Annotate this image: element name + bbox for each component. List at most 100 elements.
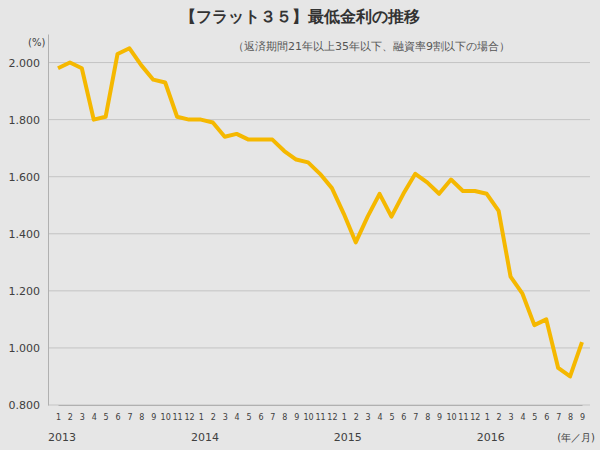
x-tick: 12 bbox=[184, 405, 194, 422]
x-tick-label: 2 bbox=[354, 413, 359, 422]
x-tick-label: 3 bbox=[80, 413, 85, 422]
x-tick-label: 10 bbox=[446, 413, 456, 422]
x-tick: 12 bbox=[470, 405, 480, 422]
x-tick-label: 3 bbox=[366, 413, 371, 422]
x-tick-label: 9 bbox=[580, 413, 585, 422]
y-tick-label: 1.200 bbox=[9, 285, 41, 298]
y-tick-label: 1.000 bbox=[9, 342, 41, 355]
x-tick-label: 10 bbox=[303, 413, 313, 422]
x-tick-label: 6 bbox=[544, 413, 549, 422]
x-tick-label: 12 bbox=[470, 413, 480, 422]
x-tick-label: 1 bbox=[485, 413, 490, 422]
grid-line bbox=[48, 405, 590, 406]
x-tick: 1 bbox=[199, 405, 204, 422]
x-tick: 5 bbox=[389, 405, 394, 422]
grid-line bbox=[48, 290, 590, 291]
x-tick-label: 11 bbox=[315, 413, 325, 422]
x-tick: 4 bbox=[520, 405, 525, 422]
x-tick: 2 bbox=[211, 405, 216, 422]
x-tick: 11 bbox=[315, 405, 325, 422]
y-axis: 0.800 1.000 1.200 1.400 1.600 1.800 2.000 bbox=[9, 35, 49, 413]
x-tick-label: 5 bbox=[532, 413, 537, 422]
x-tick: 3 bbox=[366, 405, 371, 422]
x-tick: 4 bbox=[92, 405, 97, 422]
y-tick: 1.000 bbox=[9, 342, 49, 355]
x-tick-label: 3 bbox=[508, 413, 513, 422]
x-tick-label: 7 bbox=[413, 413, 418, 422]
x-axis-title: (年／月) bbox=[557, 432, 595, 443]
x-tick: 3 bbox=[508, 405, 513, 422]
y-tick: 1.200 bbox=[9, 285, 49, 298]
x-tick: 6 bbox=[544, 405, 549, 422]
x-tick: 11 bbox=[172, 405, 182, 422]
x-tick-label: 7 bbox=[270, 413, 275, 422]
subtitle: （返済期間21年以上35年以下、融資率9割以下の場合） bbox=[233, 40, 510, 53]
x-tick-label: 8 bbox=[139, 413, 144, 422]
year-label: 2015 bbox=[334, 431, 362, 444]
x-tick-label: 9 bbox=[151, 413, 156, 422]
x-tick: 8 bbox=[425, 405, 430, 422]
x-tick-label: 12 bbox=[184, 413, 194, 422]
x-tick: 2 bbox=[354, 405, 359, 422]
x-tick-label: 4 bbox=[377, 413, 382, 422]
x-tick: 8 bbox=[282, 405, 287, 422]
x-tick: 3 bbox=[223, 405, 228, 422]
y-tick-label: 2.000 bbox=[9, 57, 41, 70]
y-tick: 1.400 bbox=[9, 228, 49, 241]
rate-line bbox=[58, 48, 582, 376]
grid-line bbox=[48, 62, 590, 63]
x-tick-label: 10 bbox=[161, 413, 171, 422]
x-tick-label: 9 bbox=[294, 413, 299, 422]
x-tick-label: 1 bbox=[342, 413, 347, 422]
x-tick: 4 bbox=[377, 405, 382, 422]
x-tick: 10 bbox=[303, 405, 313, 422]
y-tick: 1.600 bbox=[9, 171, 49, 184]
x-tick: 8 bbox=[139, 405, 144, 422]
x-tick: 2 bbox=[497, 405, 502, 422]
x-tick-label: 6 bbox=[401, 413, 406, 422]
x-tick-label: 9 bbox=[437, 413, 442, 422]
x-tick: 1 bbox=[485, 405, 490, 422]
x-tick-label: 2 bbox=[68, 413, 73, 422]
x-tick: 5 bbox=[104, 405, 109, 422]
x-tick: 6 bbox=[258, 405, 263, 422]
x-tick: 7 bbox=[127, 405, 132, 422]
background bbox=[0, 0, 600, 450]
plot-area bbox=[58, 48, 582, 376]
x-tick-label: 11 bbox=[458, 413, 468, 422]
x-tick: 7 bbox=[270, 405, 275, 422]
x-tick-label: 11 bbox=[172, 413, 182, 422]
x-tick: 9 bbox=[437, 405, 442, 422]
year-label: 2016 bbox=[477, 431, 505, 444]
x-tick: 10 bbox=[161, 405, 171, 422]
grid bbox=[48, 63, 590, 405]
x-tick-label: 4 bbox=[92, 413, 97, 422]
x-tick: 5 bbox=[246, 405, 251, 422]
x-tick: 7 bbox=[556, 405, 561, 422]
x-tick: 6 bbox=[401, 405, 406, 422]
chart: 0.8001.0001.2001.4001.6001.8002.00012345… bbox=[0, 0, 600, 450]
y-tick: 2.000 bbox=[9, 57, 49, 70]
x-tick: 2 bbox=[68, 405, 73, 422]
x-tick-label: 12 bbox=[327, 413, 337, 422]
y-axis-title: (%) bbox=[28, 37, 45, 48]
x-tick: 3 bbox=[80, 405, 85, 422]
x-axis: 1234567891011121234567891011121234567891… bbox=[56, 405, 585, 422]
x-tick: 9 bbox=[294, 405, 299, 422]
y-tick: 1.800 bbox=[9, 114, 49, 127]
x-tick-label: 8 bbox=[282, 413, 287, 422]
x-tick-label: 6 bbox=[258, 413, 263, 422]
y-tick-label: 1.600 bbox=[9, 171, 41, 184]
grid-line bbox=[48, 233, 590, 234]
x-tick-label: 7 bbox=[556, 413, 561, 422]
x-tick: 1 bbox=[56, 405, 61, 422]
x-tick: 8 bbox=[568, 405, 573, 422]
title: 【フラット３５】最低金利の推移 bbox=[180, 7, 420, 26]
x-tick: 12 bbox=[327, 405, 337, 422]
x-tick-label: 5 bbox=[246, 413, 251, 422]
x-tick-label: 4 bbox=[520, 413, 525, 422]
x-tick: 9 bbox=[580, 405, 585, 422]
x-tick-label: 7 bbox=[127, 413, 132, 422]
y-tick: 0.800 bbox=[9, 399, 49, 412]
y-axis-line bbox=[48, 35, 49, 406]
